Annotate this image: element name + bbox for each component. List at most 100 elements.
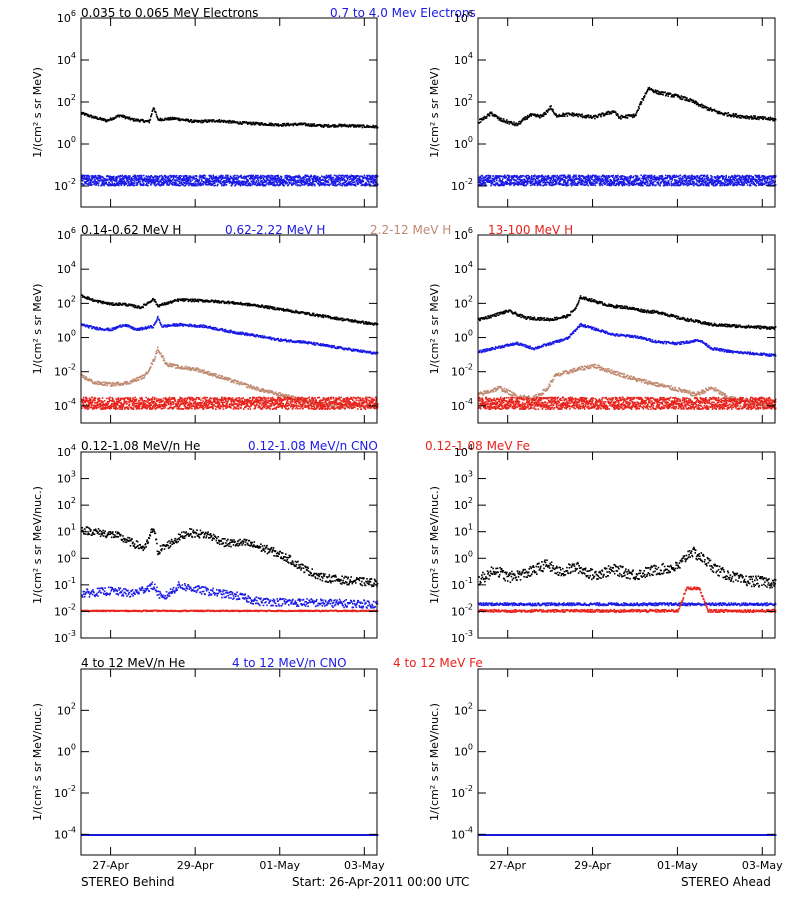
data-point [91, 176, 93, 178]
data-point [500, 120, 502, 122]
data-point [545, 179, 548, 182]
data-point [251, 183, 254, 186]
data-point [659, 91, 661, 94]
data-point [120, 184, 123, 187]
data-point [149, 179, 152, 181]
data-point [602, 112, 604, 115]
data-point [282, 179, 284, 182]
data-point [306, 124, 309, 126]
data-point [129, 118, 131, 120]
data-point [604, 182, 606, 185]
data-point [252, 181, 254, 184]
data-point [330, 176, 332, 178]
data-point [227, 176, 229, 178]
data-point [578, 174, 581, 177]
data-point [348, 182, 351, 184]
data-point [227, 120, 229, 122]
data-point [183, 176, 185, 179]
data-point [298, 179, 301, 182]
data-point [102, 177, 105, 180]
data-point [351, 175, 354, 177]
data-point [284, 181, 286, 184]
data-point [490, 111, 493, 114]
data-point [334, 183, 337, 185]
data-point [87, 298, 89, 300]
data-point [127, 176, 129, 179]
data-point [269, 181, 271, 183]
data-point [691, 176, 693, 179]
data-point [618, 179, 620, 181]
data-point [282, 125, 284, 127]
data-point [289, 176, 292, 178]
data-point [702, 179, 705, 181]
data-point [731, 180, 734, 183]
data-point [334, 126, 336, 128]
data-point [277, 123, 279, 125]
data-point [535, 180, 537, 183]
data-point [259, 178, 262, 180]
data-point [702, 104, 705, 107]
data-point [142, 182, 145, 185]
data-point [658, 179, 660, 182]
data-point [493, 114, 495, 116]
data-point [334, 181, 336, 183]
data-point [681, 98, 684, 100]
data-point [150, 180, 152, 182]
data-point [492, 115, 494, 117]
data-point [374, 125, 377, 127]
data-point [133, 180, 136, 183]
data-point [265, 180, 268, 183]
data-point [204, 179, 207, 181]
data-point [772, 179, 774, 182]
data-point [127, 116, 129, 119]
data-point [163, 303, 165, 306]
data-point [338, 123, 340, 126]
data-point [280, 180, 283, 182]
data-point [311, 181, 314, 183]
data-point [492, 175, 494, 177]
data-point [624, 115, 626, 118]
data-point [255, 174, 257, 177]
data-point [584, 115, 586, 117]
data-point [676, 179, 678, 182]
data-point [302, 179, 304, 182]
data-point [534, 115, 537, 117]
data-point [679, 98, 682, 100]
data-point [557, 115, 560, 118]
data-point [84, 181, 86, 184]
data-point [187, 181, 189, 184]
data-point [358, 179, 360, 181]
data-point [146, 182, 148, 185]
data-point [232, 175, 235, 177]
data-point [259, 124, 262, 126]
data-point [135, 118, 137, 121]
row-2-label-1: 0.12-1.08 MeV/n CNO [248, 439, 378, 453]
data-point [759, 116, 762, 118]
data-point [356, 125, 359, 128]
data-point [659, 175, 661, 177]
data-point [118, 304, 121, 306]
data-point [735, 113, 738, 115]
data-point [169, 178, 171, 181]
data-point [359, 180, 362, 183]
data-point [226, 175, 229, 177]
data-point [263, 184, 265, 187]
data-point [704, 175, 706, 177]
data-point [371, 174, 374, 177]
data-point [525, 116, 528, 119]
data-point [713, 108, 716, 111]
data-point [724, 181, 727, 183]
data-point [320, 179, 323, 181]
data-point [271, 179, 273, 181]
data-point [272, 177, 274, 180]
data-point [737, 174, 739, 177]
data-point [537, 178, 539, 180]
data-point [128, 177, 131, 179]
data-point [86, 180, 88, 183]
data-point [137, 178, 139, 180]
data-point [551, 108, 553, 110]
data-point [603, 114, 606, 117]
row-1-label-2: 2.2-12 MeV H [370, 223, 451, 237]
data-point [160, 119, 163, 122]
